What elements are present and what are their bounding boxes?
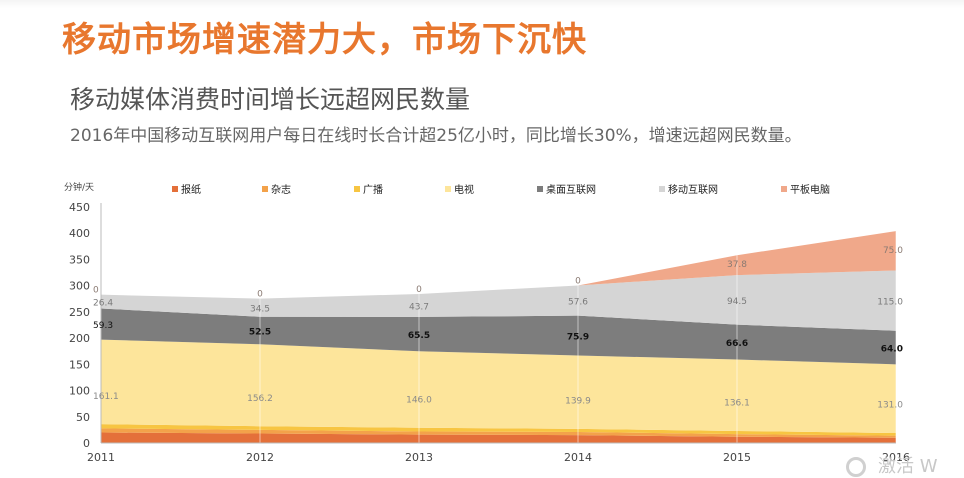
legend-swatch: [172, 186, 178, 192]
x-tick-label: 2013: [405, 451, 433, 464]
data-label: 75.9: [567, 333, 589, 343]
legend-swatch: [445, 186, 451, 192]
legend-label: 桌面互联网: [546, 183, 596, 196]
description: 2016年中国移动互联网用户每日在线时长合计超25亿小时，同比增长30%，增速远…: [70, 126, 802, 146]
watermark-text: 激活 W: [878, 456, 938, 477]
data-label: 156.2: [247, 394, 273, 404]
x-tick-label: 2012: [246, 451, 274, 464]
data-label: 26.4: [93, 299, 113, 309]
data-label: 57.6: [568, 298, 588, 308]
area-series-1: [101, 428, 896, 438]
legend-swatch: [262, 186, 268, 192]
data-label: 94.5: [727, 297, 747, 307]
area-series-2: [101, 424, 896, 436]
data-label: 0: [416, 285, 422, 295]
data-label: 52.5: [249, 328, 271, 338]
y-tick-label: 250: [69, 306, 90, 319]
subtitle: 移动媒体消费时间增长远超网民数量: [70, 85, 471, 114]
activation-watermark: 激活 W: [846, 452, 938, 478]
data-label: 146.0: [406, 395, 432, 405]
legend-label: 广播: [363, 183, 383, 196]
legend-swatch: [354, 186, 360, 192]
data-label: 0: [93, 286, 99, 296]
legend-label: 平板电脑: [790, 183, 830, 196]
area-series-5: [101, 270, 896, 331]
area-series-4: [101, 308, 896, 365]
data-label: 0: [575, 276, 581, 286]
y-tick-label: 400: [69, 227, 90, 240]
data-label: 43.7: [409, 302, 429, 312]
area-series-3: [101, 339, 896, 434]
legend-swatch: [781, 186, 787, 192]
y-tick-label: 50: [76, 411, 90, 424]
x-tick-label: 2015: [723, 451, 751, 464]
y-tick-label: 350: [69, 253, 90, 266]
legend-swatch: [659, 186, 665, 192]
y-tick-label: 150: [69, 358, 90, 371]
legend-label: 杂志: [271, 183, 291, 196]
data-label: 131.0: [877, 401, 903, 411]
x-tick-label: 2011: [87, 451, 115, 464]
data-label: 64.0: [881, 345, 903, 355]
data-label: 139.9: [565, 396, 591, 406]
x-tick-label: 2014: [564, 451, 592, 464]
x-tick-label: 2016: [882, 451, 910, 464]
y-tick-label: 100: [69, 385, 90, 398]
data-label: 136.1: [724, 399, 750, 409]
y-tick-label: 0: [83, 437, 90, 450]
legend-label: 移动互联网: [668, 183, 718, 196]
y-tick-label: 200: [69, 332, 90, 345]
y-unit-label: 分钟/天: [64, 183, 95, 193]
top-band: [0, 0, 964, 8]
data-label: 66.6: [726, 339, 748, 349]
data-label: 65.5: [408, 331, 430, 341]
watermark-circle-icon: [846, 457, 866, 477]
data-label: 59.3: [93, 321, 113, 331]
headline: 移动市场增速潜力大，市场下沉快: [62, 20, 587, 60]
data-label: 75.0: [883, 246, 903, 256]
y-tick-label: 450: [69, 201, 90, 214]
legend-label: 电视: [454, 183, 474, 196]
legend-label: 报纸: [181, 183, 201, 196]
data-label: 161.1: [93, 392, 119, 402]
data-label: 34.5: [250, 305, 270, 315]
legend-swatch: [537, 186, 543, 192]
data-label: 0: [257, 290, 263, 300]
y-tick-label: 300: [69, 280, 90, 293]
data-label: 37.8: [727, 260, 747, 270]
area-series-0: [101, 432, 896, 443]
data-label: 115.0: [877, 298, 903, 308]
